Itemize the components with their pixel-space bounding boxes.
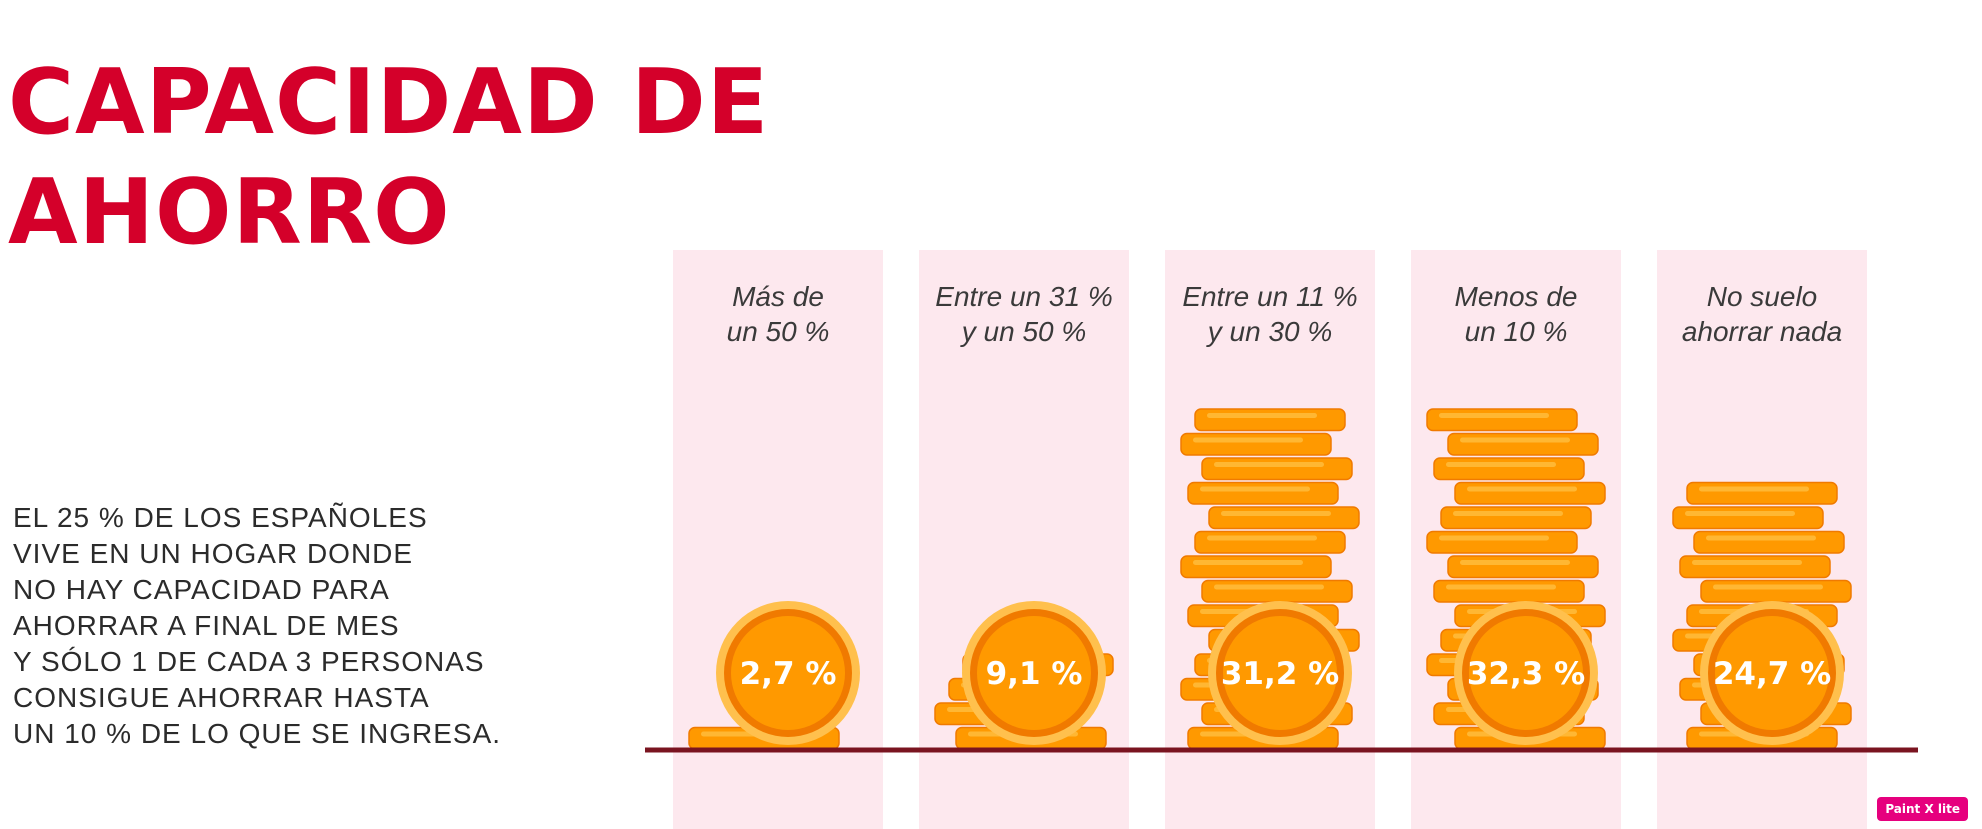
coin: [1433, 579, 1585, 603]
coin-highlight: [1221, 511, 1331, 516]
coin-highlight: [1453, 511, 1563, 516]
medallion-face: [1715, 616, 1829, 730]
summary-line: CONSIGUE AHORRAR HASTA: [13, 682, 430, 713]
coin-highlight: [1685, 511, 1795, 516]
coin: [1426, 408, 1578, 432]
summary-line: EL 25 % DE LOS ESPAÑOLES: [13, 502, 428, 533]
coin: [1194, 530, 1346, 554]
coin: [1686, 481, 1838, 505]
category-label: Entre un 31 % y un 50 %: [935, 281, 1112, 347]
medallion-face: [1223, 616, 1337, 730]
value-label: 2,7 %: [740, 656, 837, 692]
coin-highlight: [1467, 486, 1577, 492]
coin-highlight: [1446, 462, 1556, 467]
coin-highlight: [1214, 462, 1324, 467]
summary-line: NO HAY CAPACIDAD PARA: [13, 574, 390, 605]
value-medallion: 2,7 %: [716, 601, 860, 745]
coin: [1433, 457, 1585, 481]
summary-line: Y SÓLO 1 DE CADA 3 PERSONAS: [13, 646, 485, 677]
summary-line: AHORRAR A FINAL DE MES: [13, 610, 400, 641]
coin-highlight: [1214, 584, 1324, 590]
coin-highlight: [1446, 584, 1556, 590]
coin-highlight: [1699, 486, 1809, 492]
app-badge: Paint X lite: [1877, 797, 1968, 821]
page-title: CAPACIDAD DE AHORRO: [8, 48, 769, 268]
coin: [1672, 506, 1824, 530]
coin-highlight: [1200, 486, 1310, 492]
category-label: Menos de un 10 %: [1455, 281, 1578, 347]
category-label: No suelo ahorrar nada: [1682, 281, 1842, 347]
coin: [1187, 481, 1339, 505]
coin: [1201, 579, 1353, 603]
coin-highlight: [1460, 560, 1570, 565]
medallion-face: [977, 616, 1091, 730]
coin: [1440, 506, 1592, 530]
value-medallion: 24,7 %: [1700, 601, 1844, 745]
coin: [1693, 530, 1845, 554]
coin-highlight: [1207, 535, 1317, 541]
title-line-1: CAPACIDAD DE: [8, 50, 770, 155]
coin-highlight: [1193, 437, 1303, 443]
value-medallion: 31,2 %: [1208, 601, 1352, 745]
coin-highlight: [1460, 437, 1570, 443]
coin-highlight: [1706, 535, 1816, 541]
coin-highlight: [1207, 413, 1317, 418]
coin-highlight: [1193, 560, 1303, 565]
coin: [1208, 506, 1360, 530]
value-medallion: 9,1 %: [962, 601, 1106, 745]
coin: [1447, 555, 1599, 579]
coin: [1447, 432, 1599, 456]
category-label: Más de un 50 %: [727, 281, 830, 347]
coin-highlight: [1713, 584, 1823, 590]
coin: [1454, 481, 1606, 505]
medallion-face: [1469, 616, 1583, 730]
coin-highlight: [1439, 413, 1549, 418]
coin: [1700, 579, 1852, 603]
coin: [1180, 555, 1332, 579]
value-label: 31,2 %: [1221, 656, 1339, 692]
coin: [1679, 555, 1831, 579]
value-label: 32,3 %: [1467, 656, 1585, 692]
coin: [1194, 408, 1346, 432]
value-medallion: 32,3 %: [1454, 601, 1598, 745]
coin: [1180, 432, 1332, 456]
value-label: 9,1 %: [986, 656, 1083, 692]
coin: [1201, 457, 1353, 481]
summary-text: EL 25 % DE LOS ESPAÑOLES VIVE EN UN HOGA…: [13, 500, 501, 752]
coin: [1426, 530, 1578, 554]
title-line-2: AHORRO: [8, 160, 451, 265]
coin-highlight: [1692, 560, 1802, 565]
summary-line: UN 10 % DE LO QUE SE INGRESA.: [13, 718, 502, 749]
value-label: 24,7 %: [1713, 656, 1831, 692]
coin-highlight: [1439, 535, 1549, 541]
category-label: Entre un 11 % y un 30 %: [1182, 281, 1357, 347]
summary-line: VIVE EN UN HOGAR DONDE: [13, 538, 414, 569]
medallion-face: [731, 616, 845, 730]
